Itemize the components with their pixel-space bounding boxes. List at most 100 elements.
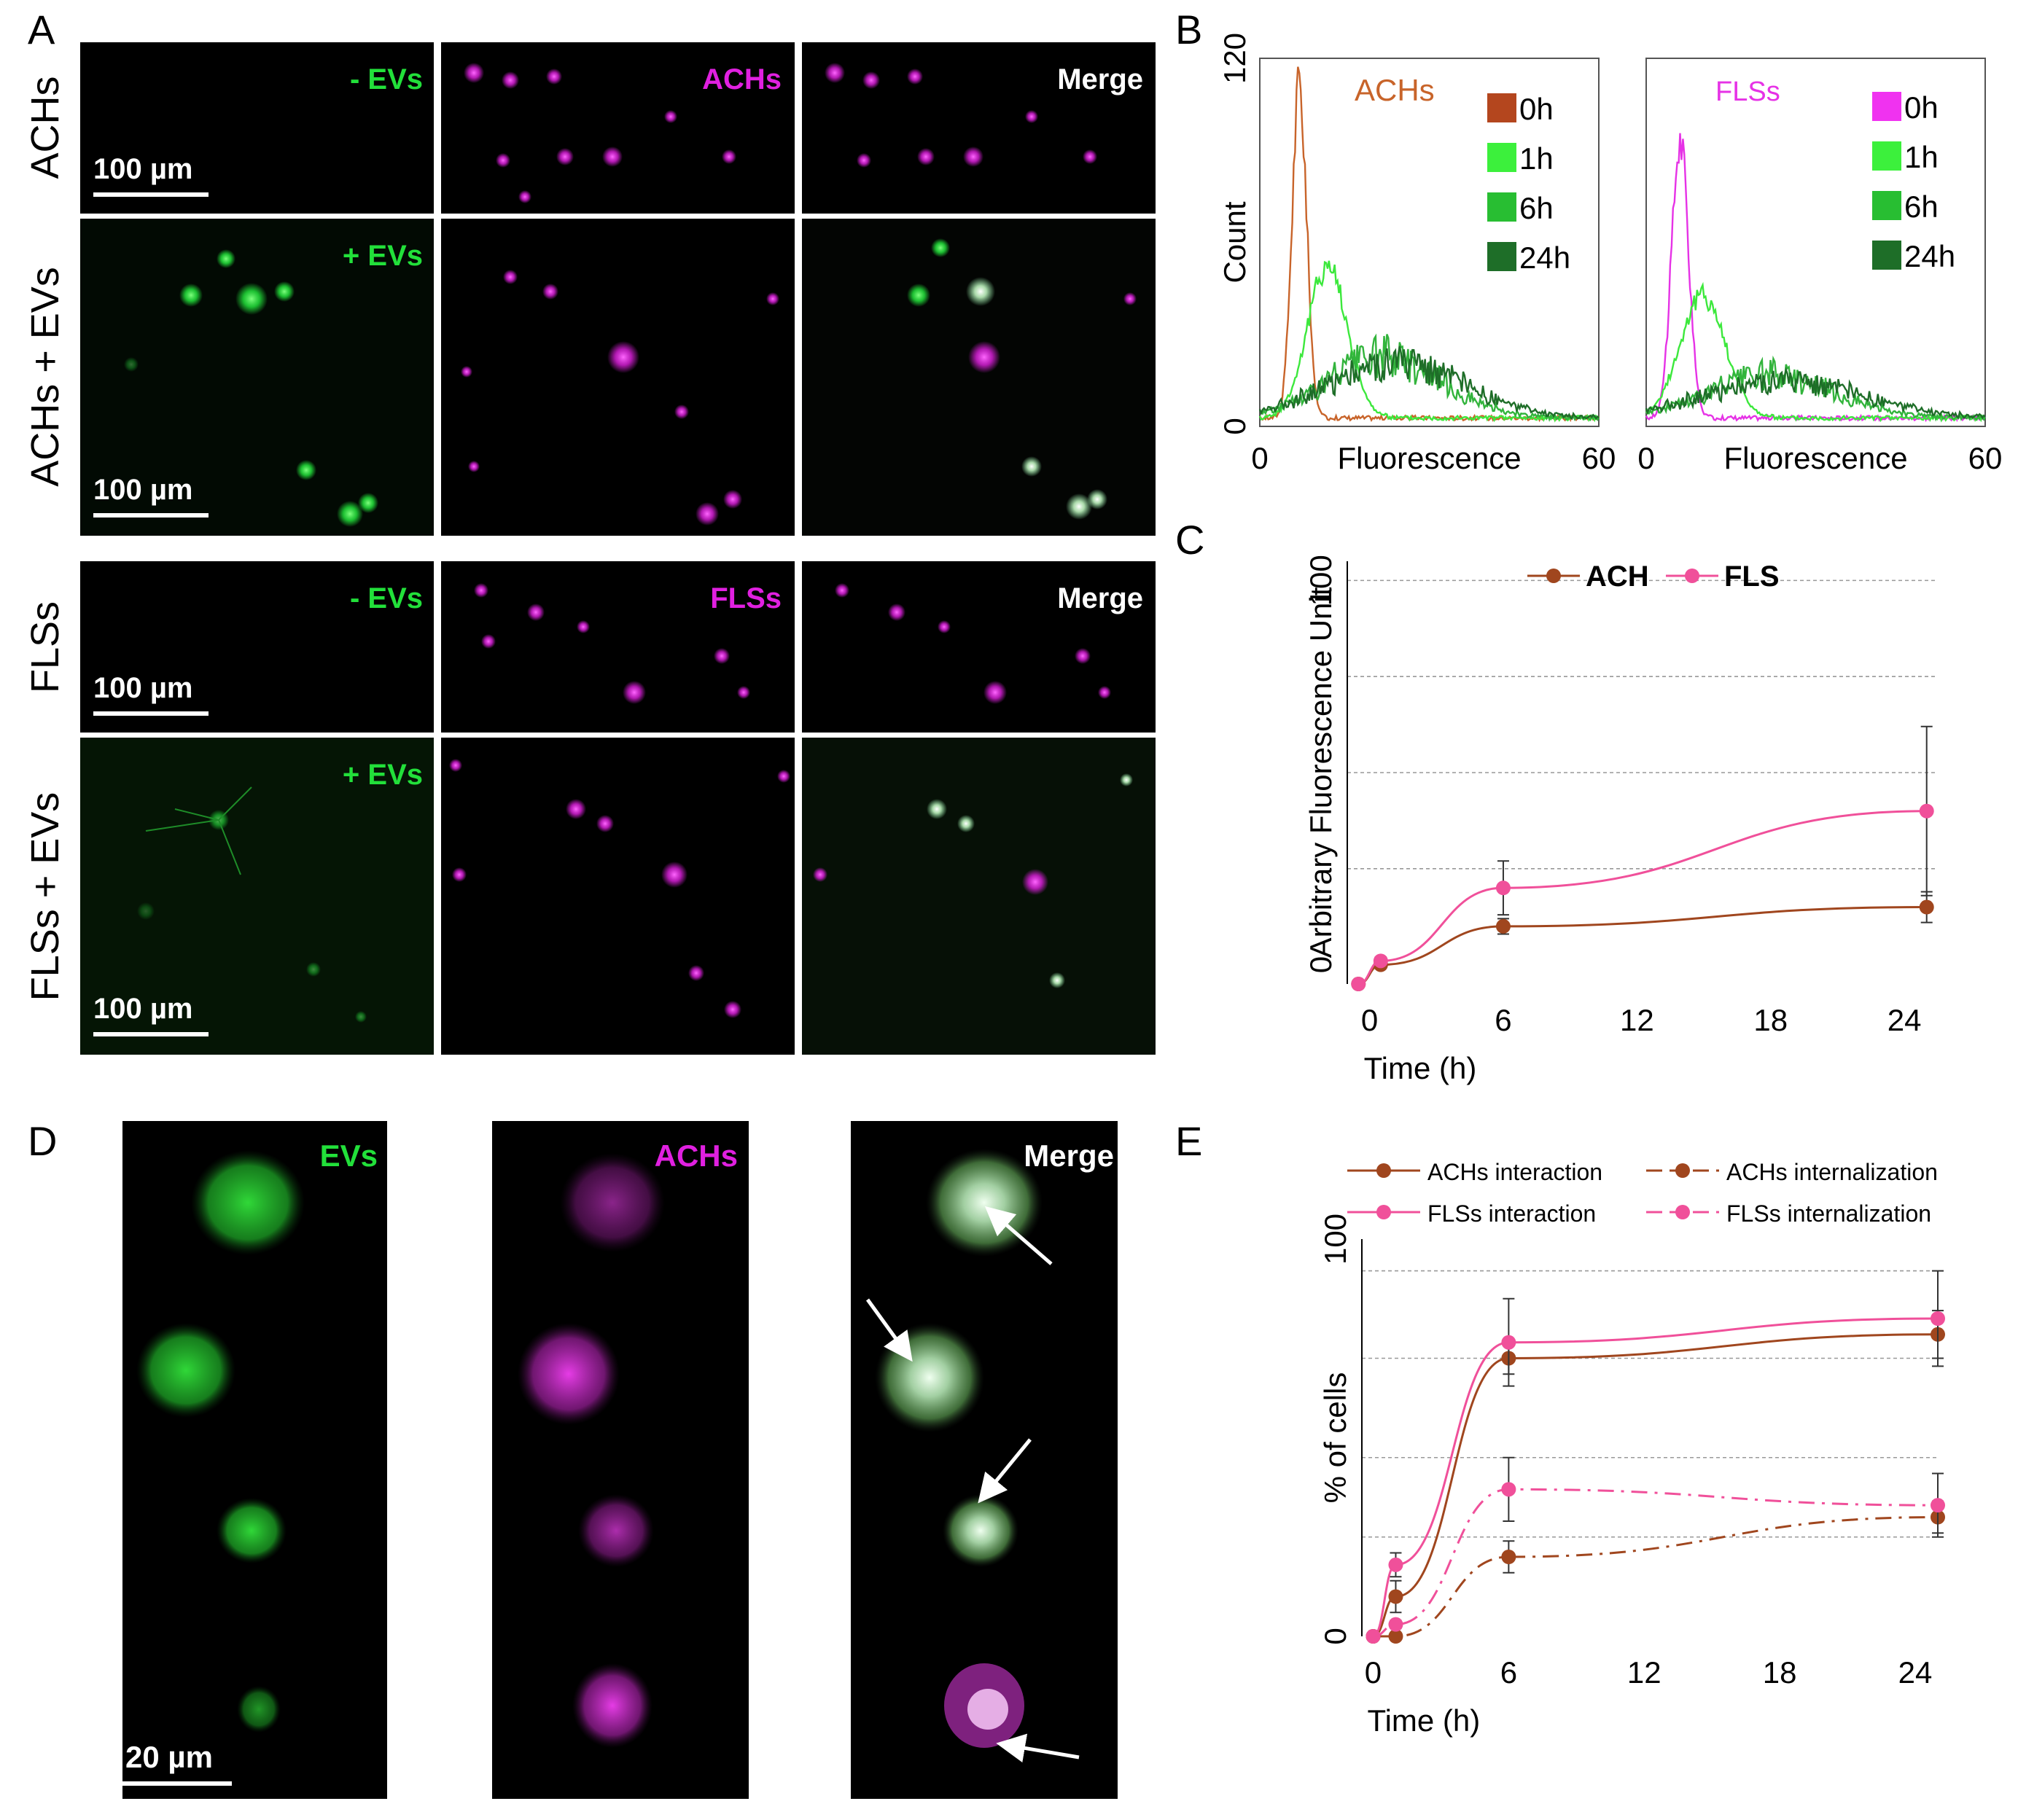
x-tick-label: 6 — [1495, 1003, 1511, 1037]
data-point — [1495, 918, 1511, 934]
legend-label-2: ACHs internalization — [1726, 1159, 1938, 1185]
data-point — [1931, 1311, 1945, 1326]
data-point — [1931, 1498, 1945, 1513]
series-line-flss-internalization — [1373, 1488, 1939, 1638]
scale-bar-d — [122, 1781, 232, 1786]
data-point — [1351, 977, 1366, 991]
legend-marker-3 — [1675, 1205, 1690, 1219]
x-tick-label: 24 — [1888, 1003, 1922, 1037]
data-point — [1388, 1629, 1403, 1644]
legend-label-6h: 6h — [1904, 190, 1939, 224]
y-tick-label: 0 — [1304, 956, 1338, 973]
label-a-plus-evs-2: + EVs — [343, 759, 423, 791]
label-d-achs: ACHs — [655, 1139, 738, 1173]
x-tick-label: 0 — [1365, 1655, 1382, 1690]
histogram-line-24h — [1645, 366, 1986, 420]
chart-percent-cells: 0 6 12 18 24 Time (h) 0 100 % of cells ACHs inter… — [1318, 1159, 1945, 1738]
image-flss-minus-evs-green — [80, 561, 434, 733]
legend-marker-2 — [1675, 1163, 1690, 1178]
x-tick-label: 60 — [1582, 441, 1616, 475]
x-tick-label: 0 — [1637, 441, 1654, 475]
series-line-ach — [1357, 906, 1927, 985]
histogram-title: ACHs — [1355, 73, 1435, 107]
histogram-line-6h — [1645, 355, 1987, 422]
data-point — [1495, 880, 1511, 896]
y-tick-label: 0 — [1218, 418, 1252, 434]
legend-swatch-6h — [1487, 192, 1516, 222]
legend-swatch-0h — [1872, 92, 1901, 121]
label-d-evs: EVs — [320, 1139, 378, 1173]
data-point — [1388, 1557, 1403, 1572]
scale-bar-1 — [93, 192, 209, 197]
panel-e-letter: E — [1175, 1118, 1202, 1164]
x-axis-label: Time (h) — [1367, 1703, 1480, 1738]
data-point — [1388, 1617, 1403, 1632]
x-tick-label: 18 — [1763, 1655, 1797, 1690]
legend-label-3: FLSs internalization — [1726, 1200, 1931, 1227]
x-tick-label: 18 — [1753, 1003, 1788, 1037]
y-axis-label: Count — [1218, 201, 1252, 283]
series-line-achs-internalization — [1373, 1516, 1939, 1638]
data-point — [1919, 899, 1934, 915]
panel-c-letter: C — [1175, 517, 1204, 563]
panel-a: A — [23, 7, 1156, 1055]
legend-marker-FLS — [1685, 569, 1699, 583]
legend-label-1: FLSs interaction — [1427, 1200, 1596, 1227]
x-tick-label: 6 — [1500, 1655, 1517, 1690]
blobs-d-achs — [518, 1153, 665, 1748]
row-label-achs: ACHs — [23, 76, 67, 179]
cells-achs-magenta — [464, 63, 736, 203]
label-a-flss: FLSs — [710, 582, 782, 614]
y-tick-label: 120 — [1218, 33, 1252, 84]
panel-d-letter: D — [28, 1118, 57, 1164]
legend-label-0: ACHs interaction — [1427, 1159, 1602, 1185]
cells-flss-merge — [835, 583, 1111, 704]
x-tick-label: 60 — [1968, 441, 2003, 475]
arrows-d-merge — [865, 1206, 1080, 1763]
legend-label-1h: 1h — [1904, 140, 1939, 174]
x-tick-label: 24 — [1898, 1655, 1933, 1690]
label-a-achs: ACHs — [702, 63, 782, 95]
label-a-minus-evs-1: - EVs — [350, 63, 423, 95]
histogram-achs: 0 60 Fluorescence 0 120 Count ACHs 0h 1h 6h 24h — [1218, 33, 1616, 475]
cells-flss-plus-evs-magenta — [449, 759, 790, 1018]
legend-label-1h: 1h — [1519, 141, 1554, 176]
y-axis-label: % of cells — [1318, 1372, 1352, 1504]
image-flss-magenta — [441, 561, 795, 733]
cells-achs-plus-evs-green — [124, 249, 378, 527]
legend-label-0h: 0h — [1904, 90, 1939, 125]
panel-a-letter: A — [28, 7, 55, 52]
row-label-flss-evs: FLSs + EVs — [23, 792, 67, 1001]
x-tick-label: 0 — [1361, 1003, 1378, 1037]
panel-d: D EVs ACH — [28, 1118, 1118, 1799]
x-tick-label: 0 — [1251, 441, 1268, 475]
scale-bar-label-3: 100 µm — [93, 672, 192, 704]
image-flss-plus-evs-merge — [802, 738, 1156, 1055]
legend-marker-ACH — [1546, 569, 1561, 583]
image-achs-plus-evs-merge — [802, 219, 1156, 536]
label-a-minus-evs-2: - EVs — [350, 582, 423, 614]
histogram-title: FLSs — [1715, 77, 1780, 107]
row-label-achs-evs: ACHs + EVs — [23, 267, 67, 487]
label-a-merge-1: Merge — [1057, 63, 1143, 95]
cells-achs-plus-evs-magenta — [461, 270, 779, 526]
scale-bar-2 — [93, 513, 209, 518]
y-axis-label: Arbitrary Fluorescence Unit — [1304, 587, 1338, 958]
legend-label-24h: 24h — [1519, 241, 1570, 275]
legend-swatch-24h — [1487, 242, 1516, 271]
panel-b: B 0 60Fluorescence0120CountACHs0h1h6h24h … — [1175, 7, 2002, 475]
label-d-merge: Merge — [1024, 1139, 1114, 1173]
legend-swatch-24h — [1872, 241, 1901, 270]
legend-marker-0 — [1376, 1163, 1391, 1178]
y-tick-label: 100 — [1304, 555, 1338, 606]
scale-bar-label-4: 100 µm — [93, 993, 192, 1025]
row-label-flss: FLSs — [23, 601, 67, 693]
legend-label-0h: 0h — [1519, 92, 1554, 126]
histogram-line-24h — [1258, 345, 1600, 421]
cells-flss-magenta — [474, 583, 750, 704]
scale-bar-label-1: 100 µm — [93, 153, 192, 185]
series-line-achs-interaction — [1373, 1333, 1939, 1638]
